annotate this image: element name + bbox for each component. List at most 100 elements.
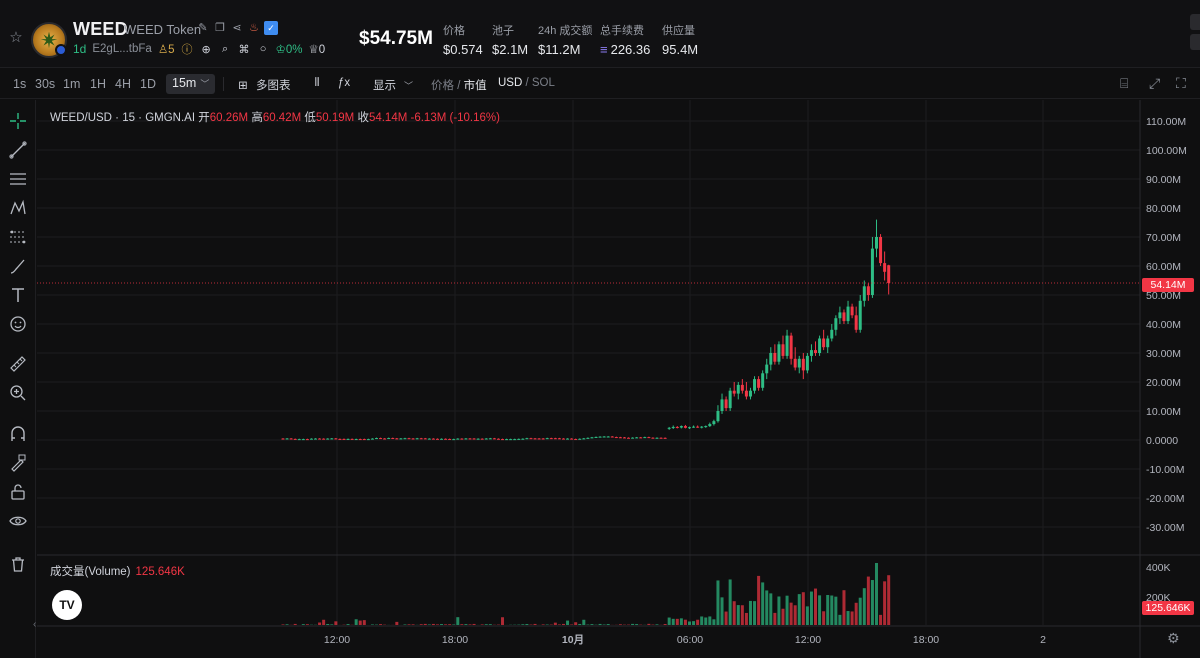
contract-address[interactable]: E2gL...tbFa bbox=[92, 43, 152, 55]
candle bbox=[456, 438, 460, 440]
indicators-button[interactable]: ƒx bbox=[337, 77, 357, 89]
volume-bar bbox=[724, 611, 728, 625]
timeframe-1m[interactable]: 1m bbox=[63, 77, 81, 91]
volume-bar bbox=[781, 608, 785, 625]
holders-count[interactable]: ♙5 bbox=[157, 44, 175, 56]
volume-bar bbox=[322, 619, 326, 625]
candle bbox=[501, 439, 505, 441]
volume-bar bbox=[793, 605, 797, 625]
trend-line-icon[interactable] bbox=[6, 139, 30, 161]
volume-value-tag: 125.646K bbox=[1142, 601, 1194, 615]
price-chart[interactable]: 110.00M 100.00M 90.00M 80.00M 70.00M 60.00M 50… bbox=[37, 100, 1200, 658]
timeframe-dropdown[interactable]: 15m ﹀ bbox=[166, 74, 216, 94]
fib-icon[interactable] bbox=[6, 226, 30, 248]
candle bbox=[688, 427, 691, 429]
candle bbox=[822, 338, 826, 348]
volume-bar bbox=[411, 624, 415, 625]
share-icon[interactable]: ⋖ bbox=[232, 22, 242, 34]
display-dropdown[interactable]: 显示 ﹀ bbox=[373, 80, 414, 92]
text-icon[interactable] bbox=[6, 284, 30, 306]
chart-settings-icon[interactable]: ⚙ bbox=[1167, 630, 1180, 646]
top10-percent[interactable]: ♔0% bbox=[275, 44, 303, 56]
zoom-in-icon[interactable] bbox=[6, 382, 30, 404]
timeframe-1d[interactable]: 1D bbox=[140, 77, 156, 91]
chevron-down-icon: ﹀ bbox=[200, 79, 210, 89]
timeframe-1h[interactable]: 1H bbox=[90, 77, 106, 91]
volume-bar bbox=[631, 623, 635, 625]
candle bbox=[305, 439, 309, 441]
warning-icon[interactable]: ⓘ bbox=[181, 44, 193, 56]
candle bbox=[797, 358, 801, 368]
stat-24h-volume: 24h 成交额 $11.2M bbox=[538, 25, 593, 57]
timeframe-30s[interactable]: 30s bbox=[35, 77, 56, 91]
candle bbox=[468, 438, 472, 440]
emoji-icon[interactable] bbox=[6, 313, 30, 335]
currency-toggle[interactable]: USD / SOL bbox=[498, 77, 555, 89]
multi-chart-button[interactable]: ⊞ 多图表 bbox=[236, 77, 290, 93]
candle bbox=[793, 358, 797, 368]
timeframe-4h[interactable]: 4H bbox=[115, 77, 131, 91]
candle bbox=[496, 438, 500, 440]
chart-toolbar: 1s 30s 1m 1H 4H 1D 15m ﹀ ⊞ 多图表 ⫴ ƒx 显示 ﹀ 价格… bbox=[0, 69, 1200, 99]
candle bbox=[309, 438, 313, 440]
eye-icon[interactable] bbox=[6, 510, 30, 532]
candle bbox=[492, 438, 496, 440]
candle bbox=[578, 438, 582, 440]
volume-bar bbox=[879, 614, 883, 625]
volume-bar bbox=[407, 624, 411, 625]
search-icon[interactable]: ⌕ bbox=[221, 42, 229, 55]
price-mcap-toggle[interactable]: 价格 / 市值 bbox=[431, 80, 487, 92]
candle bbox=[484, 438, 488, 440]
volume-bar bbox=[679, 618, 683, 625]
favorite-star-icon[interactable]: ☆ bbox=[9, 29, 23, 46]
unlock-icon[interactable] bbox=[6, 481, 30, 503]
time-axis-label: 12:00 bbox=[795, 634, 821, 646]
token-symbol: WEED bbox=[73, 19, 128, 39]
lock-drawings-icon[interactable] bbox=[6, 452, 30, 474]
ruler-icon[interactable] bbox=[6, 353, 30, 375]
candle bbox=[879, 237, 883, 264]
candle bbox=[586, 437, 590, 439]
tradingview-logo[interactable]: TV bbox=[52, 590, 82, 620]
side-panel-tabs[interactable] bbox=[1190, 14, 1200, 54]
timeframe-1s[interactable]: 1s bbox=[13, 77, 27, 91]
candle-type-button[interactable]: ⫴ bbox=[310, 77, 330, 90]
candle bbox=[801, 358, 805, 371]
lens-icon[interactable]: ○ bbox=[259, 43, 267, 55]
magnet-icon[interactable] bbox=[6, 423, 30, 445]
candle bbox=[561, 438, 565, 440]
website-icon[interactable]: ⊕ bbox=[201, 43, 211, 56]
volume-bar bbox=[431, 623, 435, 625]
candle bbox=[635, 437, 639, 439]
edit-icon[interactable]: ✎ bbox=[198, 22, 208, 34]
horizontal-lines-icon[interactable] bbox=[6, 168, 30, 190]
volume-bar bbox=[501, 617, 505, 625]
brush-icon[interactable] bbox=[6, 255, 30, 277]
chart-canvas[interactable]: 110.00M 100.00M 90.00M 80.00M 70.00M 60.00M 50… bbox=[37, 100, 1200, 658]
fullscreen-icon[interactable]: ⛶ bbox=[1176, 75, 1186, 91]
volume-bar bbox=[704, 617, 708, 625]
crosshair-icon[interactable] bbox=[6, 110, 30, 132]
ohlc-legend: WEED/USD · 15 · GMGN.AI 开60.26M 高60.42M … bbox=[50, 112, 500, 124]
trash-icon[interactable] bbox=[6, 553, 30, 575]
expand-icon[interactable]: ⤢ bbox=[1149, 75, 1161, 91]
candle bbox=[362, 439, 366, 441]
candle bbox=[452, 439, 456, 441]
candle bbox=[692, 426, 696, 428]
collapse-sidebar-icon[interactable]: ‹ bbox=[33, 619, 37, 630]
camera-icon[interactable]: ⌸ bbox=[1120, 75, 1129, 91]
social-icon[interactable]: ⌘ bbox=[238, 43, 250, 56]
copy-icon[interactable]: ❐ bbox=[215, 22, 225, 34]
fire-icon[interactable]: ♨ bbox=[249, 22, 259, 34]
candle bbox=[663, 437, 667, 439]
volume-bar bbox=[370, 624, 374, 625]
volume-bar bbox=[757, 575, 761, 625]
chef-icon: ♕ bbox=[308, 44, 319, 56]
pattern-icon[interactable] bbox=[6, 197, 30, 219]
volume-bar bbox=[440, 624, 444, 625]
verified-icon[interactable]: ✓ bbox=[264, 21, 278, 35]
price-axis-label: 30.00M bbox=[1146, 348, 1181, 360]
volume-bar bbox=[838, 614, 842, 625]
dev-count[interactable]: ♕0 bbox=[308, 44, 326, 56]
candle bbox=[553, 438, 557, 440]
